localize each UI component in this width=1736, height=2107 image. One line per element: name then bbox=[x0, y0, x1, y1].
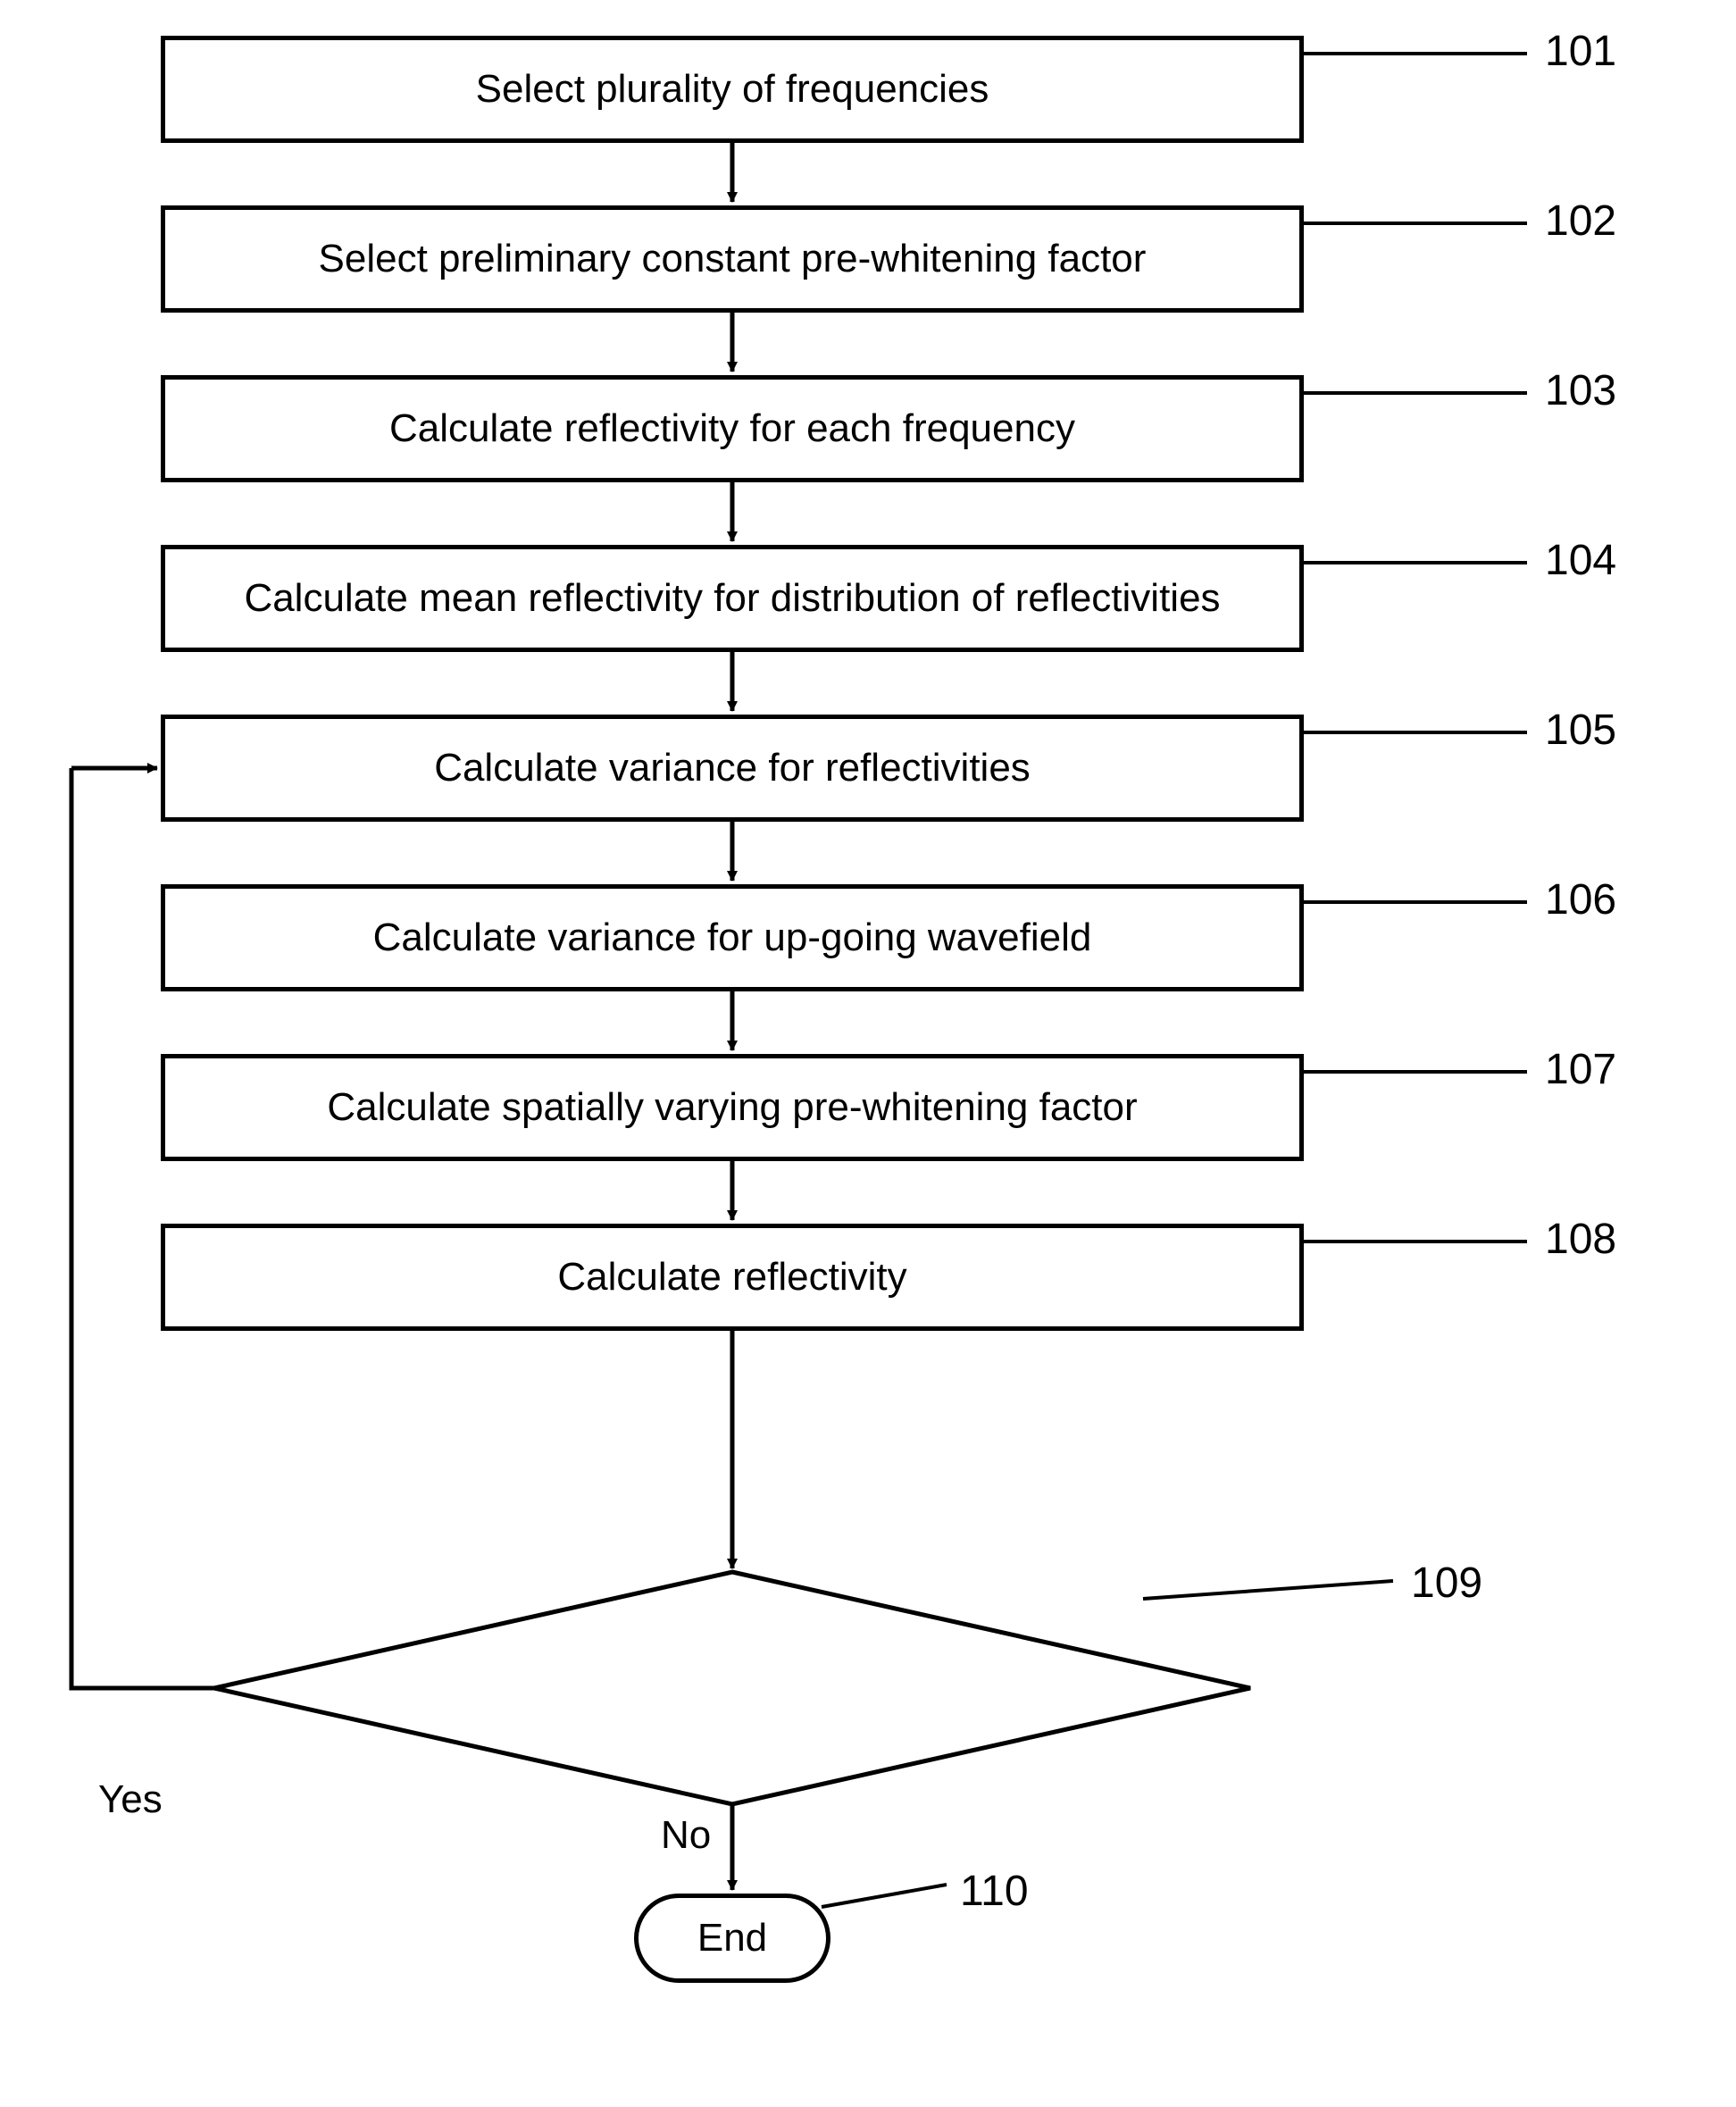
ref-103: 103 bbox=[1545, 366, 1616, 415]
step-102-text: Select preliminary constant pre-whitenin… bbox=[319, 236, 1147, 283]
yes-label: Yes bbox=[98, 1777, 163, 1822]
step-108: Calculate reflectivity bbox=[161, 1224, 1304, 1331]
ref-102: 102 bbox=[1545, 196, 1616, 246]
step-106: Calculate variance for up-going wavefiel… bbox=[161, 884, 1304, 991]
ref-108: 108 bbox=[1545, 1215, 1616, 1264]
ref-101: 101 bbox=[1545, 27, 1616, 76]
end-text: End bbox=[697, 1915, 767, 1962]
step-103-text: Calculate reflectivity for each frequenc… bbox=[389, 406, 1075, 453]
decision-text-wrap: Reflectivity satisfactory? bbox=[464, 1663, 1000, 1710]
no-label: No bbox=[661, 1813, 711, 1858]
step-103: Calculate reflectivity for each frequenc… bbox=[161, 375, 1304, 482]
step-101: Select plurality of frequencies bbox=[161, 36, 1304, 143]
step-108-text: Calculate reflectivity bbox=[557, 1254, 906, 1301]
step-106-text: Calculate variance for up-going wavefiel… bbox=[373, 915, 1092, 962]
step-107: Calculate spatially varying pre-whitenin… bbox=[161, 1054, 1304, 1161]
end-node: End bbox=[634, 1894, 830, 1983]
ref-107: 107 bbox=[1545, 1045, 1616, 1094]
step-107-text: Calculate spatially varying pre-whitenin… bbox=[327, 1084, 1137, 1132]
decision-text: Reflectivity satisfactory? bbox=[522, 1664, 943, 1708]
ref-106: 106 bbox=[1545, 875, 1616, 924]
ref-110: 110 bbox=[960, 1867, 1029, 1916]
step-102: Select preliminary constant pre-whitenin… bbox=[161, 205, 1304, 313]
step-105: Calculate variance for reflectivities bbox=[161, 715, 1304, 822]
step-101-text: Select plurality of frequencies bbox=[476, 66, 989, 113]
step-104-text: Calculate mean reflectivity for distribu… bbox=[244, 575, 1220, 623]
step-104: Calculate mean reflectivity for distribu… bbox=[161, 545, 1304, 652]
ref-104: 104 bbox=[1545, 536, 1616, 585]
ref-109: 109 bbox=[1411, 1559, 1482, 1608]
step-105-text: Calculate variance for reflectivities bbox=[434, 745, 1031, 792]
ref-105: 105 bbox=[1545, 706, 1616, 755]
